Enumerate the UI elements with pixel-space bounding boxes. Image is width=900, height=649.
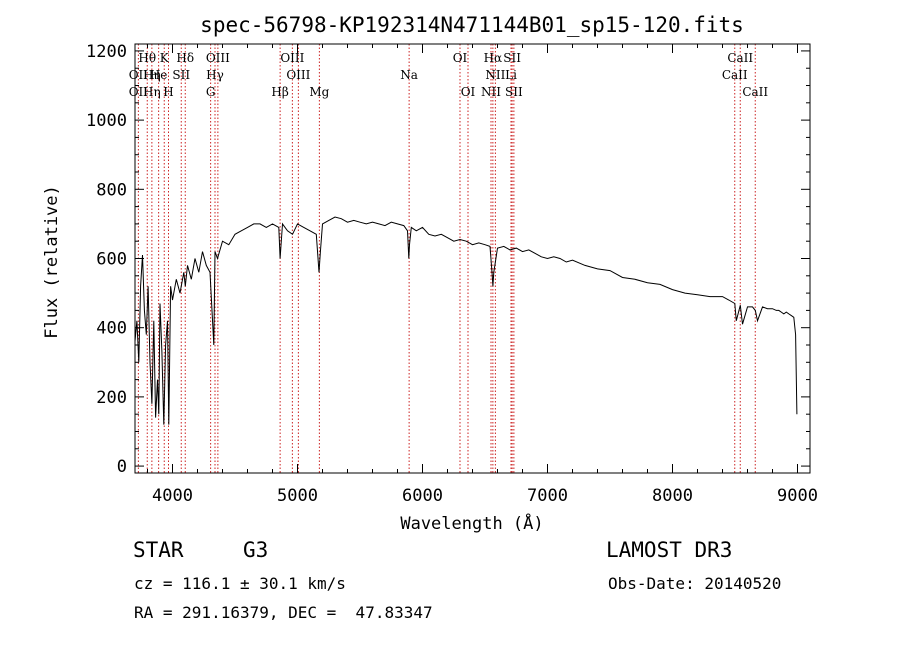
y-axis-label: Flux (relative)	[42, 185, 62, 339]
line-label-8498-row2: CaII	[722, 68, 748, 82]
line-label-5893-row2: Na	[400, 68, 418, 82]
line-label-3968-row3: H	[163, 85, 173, 99]
line-label-4861-row3: Hβ	[271, 85, 288, 99]
object-subclass: G3	[243, 538, 269, 562]
object-class: STAR	[133, 538, 184, 562]
line-label-4102-row1: Hδ	[176, 51, 194, 65]
line-label-5175-row3: Mg	[309, 85, 329, 99]
line-label-4340-row2: Hγ	[206, 68, 224, 82]
line-label-3889-row2: He	[150, 68, 168, 82]
line-label-3835-row2: Hη	[143, 68, 161, 82]
spectrum-series-line	[134, 216, 798, 425]
line-label-6563-row1: Hα	[484, 51, 503, 65]
line-label-6731-row3: SII	[505, 85, 523, 99]
chart-title: spec-56798-KP192314N471144B01_sp15-120.f…	[200, 13, 744, 37]
line-label-4959-row1: OIII	[280, 51, 304, 65]
spectral-line-markers	[137, 44, 756, 473]
line-label-6364-row3: OI	[461, 85, 476, 99]
x-axis-label: Wavelength (Å)	[400, 512, 543, 534]
x-tick-label-6000: 6000	[402, 486, 443, 506]
line-label-3727-row3: OII	[129, 85, 149, 99]
line-label-3934-row1: K	[160, 51, 170, 65]
y-axis-ticks: 0 200 400 600 800 1000 1200	[86, 42, 810, 477]
line-label-3798-row1: Hθ	[138, 51, 156, 65]
line-label-6583-row2: NII	[485, 68, 505, 82]
line-label-6300-row1: OI	[453, 51, 468, 65]
survey-name: LAMOST DR3	[606, 538, 733, 562]
y-tick-label-800: 800	[96, 180, 127, 200]
y-tick-label-200: 200	[96, 388, 127, 408]
redshift-text: cz = 116.1 ± 30.1 km/s	[134, 574, 346, 593]
obs-date-text: Obs-Date: 20140520	[608, 574, 782, 593]
y-tick-label-1200: 1200	[86, 42, 127, 62]
line-label-8542-row1: CaII	[727, 51, 753, 65]
line-label-6717-row1: SII	[503, 51, 521, 65]
y-tick-label-0: 0	[117, 457, 127, 477]
x-axis-ticks: 4000 5000 6000 7000 8000 9000	[147, 44, 818, 506]
x-tick-label-4000: 4000	[152, 486, 193, 506]
line-label-3727-row2: OII	[129, 68, 149, 82]
x-tick-label-8000: 8000	[652, 486, 693, 506]
line-label-4363-row1: OIII	[206, 51, 230, 65]
line-label-5007-row2: OIII	[286, 68, 310, 82]
y-tick-label-1000: 1000	[86, 111, 127, 131]
x-tick-label-7000: 7000	[527, 486, 568, 506]
y-tick-label-600: 600	[96, 250, 127, 270]
line-label-6708-row2: Li	[505, 68, 517, 82]
plot-frame	[134, 43, 811, 474]
coordinates-text: RA = 291.16379, DEC = 47.83347	[134, 603, 433, 622]
line-label-6548-row3: NII	[481, 85, 501, 99]
line-label-8662-row3: CaII	[742, 85, 768, 99]
x-tick-label-9000: 9000	[777, 486, 818, 506]
line-label-3835-row3: Hη	[143, 85, 161, 99]
line-label-4070-row2: SII	[172, 68, 190, 82]
y-tick-label-400: 400	[96, 319, 127, 339]
x-tick-label-5000: 5000	[277, 486, 318, 506]
line-label-4305-row3: G	[206, 85, 216, 99]
